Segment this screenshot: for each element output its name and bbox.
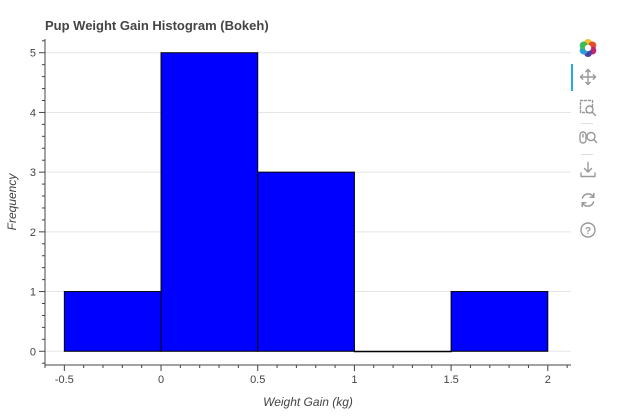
bars-layer (63, 52, 549, 353)
y-tick-label: 1 (30, 287, 36, 299)
x-tick-label: 0 (158, 374, 164, 386)
histogram-bar-3 (353, 350, 452, 353)
histogram-bar-1 (160, 52, 259, 352)
x-tick-label: 2 (545, 374, 551, 386)
histogram-bar-4 (450, 291, 549, 352)
histogram-bar-0 (63, 291, 162, 352)
x-tick-label: 0.5 (250, 374, 265, 386)
toolbar-separator (581, 123, 593, 124)
reset-icon[interactable] (577, 189, 599, 211)
help-icon[interactable]: ? (577, 219, 599, 241)
x-tick-label: 1.5 (443, 374, 458, 386)
wheel-zoom-icon[interactable] (577, 127, 599, 149)
chart-title: Pup Weight Gain Histogram (Bokeh) (45, 18, 269, 33)
x-tick-label: 1 (351, 374, 357, 386)
x-axis-label: Weight Gain (kg) (263, 395, 353, 409)
y-tick-label: 4 (30, 107, 36, 119)
toolbar-separator (581, 154, 593, 155)
y-tick-label: 5 (30, 48, 36, 60)
box-zoom-icon[interactable] (577, 97, 599, 119)
y-tick-label: 0 (30, 346, 36, 358)
x-tick-label: -0.5 (55, 374, 74, 386)
y-tick-label: 2 (30, 227, 36, 239)
bokeh-logo-icon[interactable] (577, 37, 599, 59)
svg-text:?: ? (585, 226, 591, 237)
plot-toolbar: ? (571, 37, 601, 247)
y-tick-label: 3 (30, 167, 36, 179)
save-icon[interactable] (577, 159, 599, 181)
axes-layer: -0.5 0 0.5 1 1.5 2 0 1 2 3 4 5 (30, 39, 571, 386)
y-axis-label: Frequency (5, 173, 19, 231)
histogram-bar-2 (257, 171, 355, 352)
pan-icon[interactable] (577, 66, 599, 88)
active-tool-indicator (571, 64, 573, 91)
